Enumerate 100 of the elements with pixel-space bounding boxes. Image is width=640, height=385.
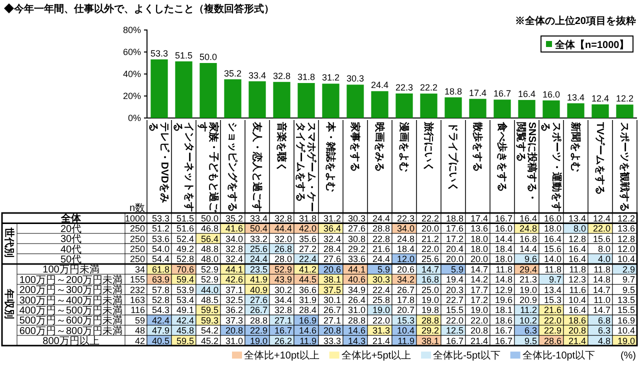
y-tick-label: 50代 (60, 254, 82, 266)
data-label: 44.0 (200, 284, 218, 295)
data-label: 24.4 (372, 213, 390, 224)
data-label: 33.6 (348, 254, 366, 264)
data-label: 14.7 (470, 264, 488, 274)
text: 全体比+10pt以上 (244, 350, 320, 362)
data-label: 12.0 (617, 244, 635, 254)
data-label: 13.6 (617, 224, 635, 234)
data-label: 63.9 (152, 274, 170, 285)
data-label: 34.4 (274, 295, 292, 305)
data-label: 11.2 (520, 305, 537, 316)
data-label: 21.4 (568, 336, 586, 346)
data-label: 22.0 (372, 315, 390, 326)
data-label: 13.5 (617, 295, 635, 305)
data-label: 14.0 (544, 254, 562, 264)
data-label: 18.1 (494, 305, 512, 316)
data-label: 36.4 (323, 224, 341, 234)
data-label: 29.2 (421, 326, 439, 336)
data-label: 11.8 (569, 264, 586, 274)
data-label: 22.0 (421, 244, 439, 254)
data-label: 5.9 (450, 264, 464, 274)
data-label: 6.3 (598, 326, 610, 336)
data-label: 16.7 (446, 336, 464, 346)
data-label: 31.3 (372, 326, 390, 336)
data-label: 48.8 (200, 244, 218, 254)
bar (298, 83, 315, 118)
data-label: 37.5 (323, 284, 341, 295)
bar (592, 104, 609, 118)
data-label: 18.6 (568, 315, 586, 326)
bar (322, 84, 340, 118)
data-label: 41.2 (298, 264, 316, 274)
data-label: 22.0 (470, 315, 488, 326)
data-label: 34.2 (396, 274, 414, 285)
data-label: 14.4 (494, 234, 512, 244)
data-label: 11.8 (594, 264, 610, 274)
data-label: 53.3 (152, 213, 170, 224)
data-label: 37.1 (225, 284, 243, 295)
data-label: 17.6 (446, 224, 464, 234)
data-label: 44.5 (298, 274, 316, 285)
data-label: 49.2 (176, 244, 194, 254)
data-label: 59.3 (200, 315, 218, 326)
data-label: 51.2 (152, 224, 170, 234)
data-label: 15.3 (544, 295, 562, 305)
data-label: 54.4 (152, 254, 170, 264)
data-label: 17.4 (470, 213, 488, 224)
bar (494, 100, 511, 118)
data-label: 27.1 (274, 315, 292, 326)
data-label: 17.4 (468, 88, 487, 98)
data-label: 51.6 (176, 224, 194, 234)
data-label: 15.6 (544, 244, 562, 254)
data-label: 14.7 (592, 305, 610, 316)
data-label: 22.0 (592, 224, 610, 234)
bar (616, 104, 634, 118)
data-label: 20.0 (446, 254, 464, 264)
data-label: 42.4 (152, 315, 170, 326)
data-label: 9.6 (524, 254, 537, 264)
text: 全体比+5pt以上 (341, 350, 412, 362)
bar (469, 98, 486, 118)
y-tick-label: 600万円～800万円未満 (19, 324, 123, 337)
x-tick-label: 散歩をする (471, 121, 484, 172)
data-label: 18.0 (470, 244, 488, 254)
data-label: 16.4 (518, 88, 536, 99)
data-label: 46.8 (200, 224, 218, 234)
data-label: 70.6 (176, 264, 194, 274)
bar (396, 93, 413, 118)
data-label: 20.4 (446, 244, 464, 254)
data-label: 17.2 (446, 234, 464, 244)
data-label: 16.4 (519, 213, 537, 224)
data-label: 20.8 (225, 326, 243, 336)
data-label: 52.8 (176, 254, 194, 264)
data-label: 11.8 (496, 264, 512, 274)
data-label: 50.0 (200, 213, 218, 224)
data-label: 19.0 (470, 305, 488, 316)
data-label: 22.4 (298, 254, 316, 264)
data-label: 25.8 (372, 295, 390, 305)
bar (542, 100, 560, 118)
data-label: 31.2 (322, 72, 340, 83)
data-label: 22.3 (395, 82, 414, 92)
text: ※全体の上位20項目を抜粋 (514, 15, 636, 27)
data-label: 31.9 (298, 295, 316, 305)
data-label: 28.4 (323, 244, 341, 254)
data-label: 56.4 (200, 234, 218, 244)
data-label: 16.7 (494, 336, 512, 346)
data-label: 12.0 (396, 254, 414, 264)
data-label: 8.0 (573, 224, 586, 234)
data-label: 12.2 (617, 213, 635, 224)
data-label: 20.3 (446, 284, 464, 295)
y-tick-label: 40% (122, 68, 141, 79)
data-label: 48.0 (200, 254, 218, 264)
data-label: 20.8 (568, 326, 586, 336)
y-tick-label: 300万円～400万円未満 (19, 294, 123, 306)
data-label: 12.8 (617, 234, 635, 244)
x-tick-label: ショッピングをする (226, 122, 238, 212)
data-label: 19.8 (421, 305, 439, 316)
x-tick-label: 家事をする (348, 121, 361, 172)
data-label: 250 (130, 254, 145, 264)
data-label: 20.6 (396, 264, 414, 274)
data-label: 250 (130, 234, 145, 244)
data-label: 14.6 (348, 326, 366, 336)
data-label: 26.7 (396, 284, 414, 295)
